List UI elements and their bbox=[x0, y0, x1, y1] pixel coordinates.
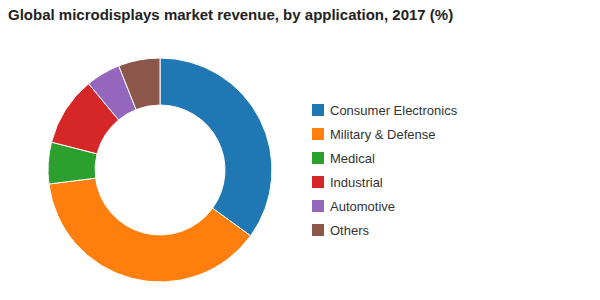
legend-item: Industrial bbox=[312, 175, 383, 190]
legend-swatch bbox=[312, 152, 324, 164]
legend-swatch bbox=[312, 128, 324, 140]
chart: Global microdisplays market revenue, by … bbox=[0, 0, 600, 300]
legend-label: Others bbox=[330, 223, 370, 238]
legend-swatch bbox=[312, 224, 324, 236]
legend-label: Military & Defense bbox=[330, 127, 435, 142]
legend: Consumer Electronics Military & Defense Me… bbox=[312, 103, 458, 238]
title: Global microdisplays market revenue, by … bbox=[8, 6, 453, 23]
legend-item: Others bbox=[312, 223, 370, 238]
legend-item: Consumer Electronics bbox=[312, 103, 458, 118]
pie-group bbox=[48, 58, 272, 282]
legend-item: Military & Defense bbox=[312, 127, 435, 142]
legend-swatch bbox=[312, 200, 324, 212]
legend-swatch bbox=[312, 104, 324, 116]
legend-label: Automotive bbox=[330, 199, 395, 214]
legend-label: Medical bbox=[330, 151, 375, 166]
slice bbox=[119, 58, 160, 110]
slice bbox=[160, 58, 272, 236]
legend-item: Automotive bbox=[312, 199, 395, 214]
legend-swatch bbox=[312, 176, 324, 188]
legend-label: Consumer Electronics bbox=[330, 103, 458, 118]
legend-label: Industrial bbox=[330, 175, 383, 190]
legend-item: Medical bbox=[312, 151, 375, 166]
slice bbox=[49, 178, 251, 282]
